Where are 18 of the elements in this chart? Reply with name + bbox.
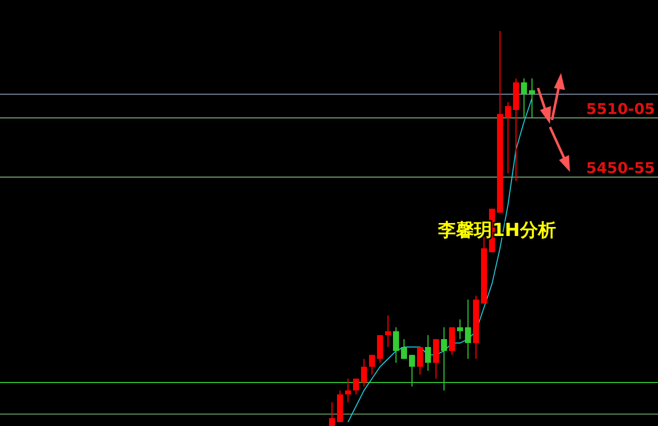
candlestick <box>353 378 359 395</box>
candlestick <box>345 378 351 403</box>
candlestick <box>521 78 527 118</box>
candlestick <box>385 314 391 348</box>
candlestick <box>401 338 407 360</box>
candlestick <box>465 299 471 360</box>
candlestick <box>369 354 375 376</box>
candlestick <box>377 334 383 364</box>
candlestick <box>505 102 511 174</box>
candlestick <box>393 326 399 364</box>
annotation: 5450-55 <box>586 159 655 178</box>
candlestick <box>361 358 367 387</box>
candlestick <box>329 402 335 426</box>
annotation: 5510-05 <box>586 100 655 118</box>
candlestick <box>425 334 431 372</box>
candlestick <box>417 346 423 376</box>
candlestick <box>433 338 439 380</box>
candlestick <box>449 326 455 356</box>
